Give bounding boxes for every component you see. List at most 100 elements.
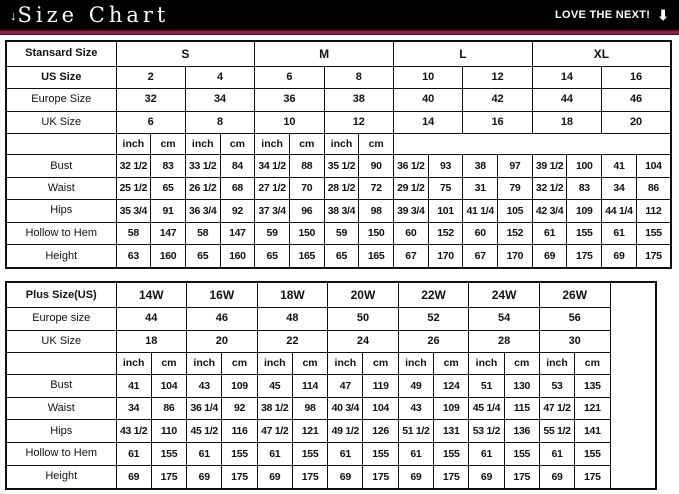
measure-value-cell: 65 bbox=[150, 176, 186, 201]
measure-value-cell: 69 bbox=[256, 464, 293, 490]
plus-size-table: Plus Size(US) 14W 16W 18W 20W 22W 24W 26W Europe… bbox=[5, 281, 657, 490]
size-value-cell: 44 bbox=[115, 307, 188, 331]
measure-value-cell: 39 1/2 bbox=[531, 154, 568, 178]
size-value-cell: 16 bbox=[601, 65, 672, 90]
measure-value-cell: 59 bbox=[323, 221, 360, 246]
measure-value-cell: 61 bbox=[397, 442, 435, 466]
measure-value-cell: 38 bbox=[462, 154, 499, 178]
size-header-row: Europe Size 32 34 36 38 40 42 44 46 bbox=[5, 88, 672, 112]
measure-value-cell: 27 1/2 bbox=[254, 176, 290, 201]
measure-value-cell: 165 bbox=[288, 244, 325, 269]
measure-value-cell: 58 bbox=[115, 221, 152, 246]
measure-value-cell: 115 bbox=[503, 396, 540, 421]
row-label: US Size bbox=[5, 65, 117, 90]
row-label: Stansard Size bbox=[5, 40, 117, 67]
measure-row: Hips 43 1/2 110 45 1/2 116 47 1/2 121 49 1/2 126… bbox=[5, 419, 656, 444]
measure-value-cell: 47 bbox=[327, 374, 364, 398]
measure-value-cell: 42 3/4 bbox=[531, 199, 568, 223]
row-label: Hollow to Hem bbox=[5, 442, 117, 466]
size-group-cell: 22W bbox=[397, 281, 470, 309]
measure-value-cell: 69 bbox=[186, 464, 223, 490]
measure-value-cell: 47 1/2 bbox=[256, 419, 293, 444]
measure-value-cell: 49 bbox=[397, 374, 435, 398]
row-label: Waist bbox=[5, 176, 117, 201]
measure-value-cell: 69 bbox=[327, 464, 364, 490]
size-group-cell: 18W bbox=[256, 281, 329, 309]
measure-value-cell: 150 bbox=[358, 221, 394, 246]
size-value-cell: 20 bbox=[601, 110, 672, 134]
measure-value-cell: 63 bbox=[115, 244, 152, 269]
measure-value-cell: 104 bbox=[635, 154, 672, 178]
measure-value-cell: 26 1/2 bbox=[184, 176, 221, 201]
measure-value-cell: 37 3/4 bbox=[254, 199, 290, 223]
size-value-cell: 40 bbox=[392, 88, 464, 112]
measure-row: Hollow to Hem 58 147 58 147 59 150 59 150 60 152 60… bbox=[5, 221, 672, 246]
unit-cell: inch bbox=[256, 352, 293, 376]
measure-value-cell: 93 bbox=[427, 154, 464, 178]
measure-value-cell: 175 bbox=[503, 464, 540, 490]
measure-value-cell: 109 bbox=[221, 374, 258, 398]
unit-cell: inch bbox=[115, 132, 152, 156]
measure-value-cell: 126 bbox=[362, 419, 399, 444]
measure-value-cell: 60 bbox=[462, 221, 499, 246]
measure-value-cell: 43 bbox=[397, 396, 435, 421]
measure-value-cell: 40 3/4 bbox=[327, 396, 364, 421]
measure-value-cell: 110 bbox=[150, 419, 188, 444]
measure-value-cell: 105 bbox=[497, 199, 533, 223]
row-label: Plus Size(US) bbox=[5, 281, 117, 309]
size-group-cell: XL bbox=[531, 40, 672, 67]
measure-value-cell: 155 bbox=[566, 221, 603, 246]
measure-value-cell: 155 bbox=[221, 442, 258, 466]
measure-value-cell: 141 bbox=[574, 419, 611, 444]
size-group-cell: S bbox=[115, 40, 256, 67]
row-label: Height bbox=[5, 244, 117, 269]
measure-value-cell: 90 bbox=[358, 154, 394, 178]
measure-value-cell: 124 bbox=[433, 374, 470, 398]
size-value-cell: 24 bbox=[327, 329, 399, 354]
measure-value-cell: 53 1/2 bbox=[468, 419, 505, 444]
size-group-cell: 20W bbox=[327, 281, 399, 309]
size-value-cell: 36 bbox=[254, 88, 325, 112]
measure-value-cell: 39 3/4 bbox=[393, 199, 429, 223]
unit-row: inch cm inch cm inch cm inch cm bbox=[5, 132, 671, 156]
measure-value-cell: 34 bbox=[115, 396, 152, 421]
measure-value-cell: 155 bbox=[150, 442, 188, 466]
unit-cell: inch bbox=[254, 132, 290, 156]
measure-value-cell: 152 bbox=[497, 221, 533, 246]
measure-value-cell: 51 1/2 bbox=[397, 419, 435, 444]
accent-divider bbox=[0, 30, 679, 35]
brand-tagline-group: LOVE THE NEXT! ⬇ bbox=[555, 8, 669, 22]
size-value-cell: 18 bbox=[531, 110, 603, 134]
size-value-cell: 50 bbox=[327, 307, 399, 331]
measure-value-cell: 86 bbox=[635, 176, 672, 201]
measure-value-cell: 45 bbox=[256, 374, 293, 398]
size-group-cell: 16W bbox=[186, 281, 258, 309]
measure-value-cell: 67 bbox=[393, 244, 429, 269]
measure-value-cell: 175 bbox=[635, 244, 672, 269]
row-label: Europe Size bbox=[5, 88, 117, 112]
unit-cell: cm bbox=[219, 132, 256, 156]
measure-value-cell: 83 bbox=[566, 176, 603, 201]
measure-value-cell: 61 bbox=[327, 442, 364, 466]
measure-value-cell: 35 3/4 bbox=[115, 199, 152, 223]
measure-value-cell: 58 bbox=[184, 221, 221, 246]
measure-value-cell: 35 1/2 bbox=[323, 154, 360, 178]
measure-value-cell: 31 bbox=[462, 176, 499, 201]
row-label: Hips bbox=[5, 419, 117, 444]
measure-value-cell: 69 bbox=[397, 464, 435, 490]
measure-value-cell: 45 1/4 bbox=[468, 396, 505, 421]
measure-value-cell: 47 1/2 bbox=[538, 396, 576, 421]
size-value-cell: 2 bbox=[115, 65, 186, 90]
measure-value-cell: 61 bbox=[468, 442, 505, 466]
measure-value-cell: 155 bbox=[503, 442, 540, 466]
measure-value-cell: 101 bbox=[427, 199, 464, 223]
measure-value-cell: 69 bbox=[115, 464, 152, 490]
measure-value-cell: 38 1/2 bbox=[256, 396, 293, 421]
row-label: UK Size bbox=[5, 329, 117, 354]
row-label: Bust bbox=[5, 154, 117, 178]
measure-row: Bust 32 1/2 83 33 1/2 84 34 1/2 88 35 1/2 90 36 1… bbox=[5, 154, 672, 178]
measure-value-cell: 61 bbox=[538, 442, 576, 466]
measure-value-cell: 59 bbox=[254, 221, 290, 246]
measure-value-cell: 155 bbox=[574, 442, 611, 466]
